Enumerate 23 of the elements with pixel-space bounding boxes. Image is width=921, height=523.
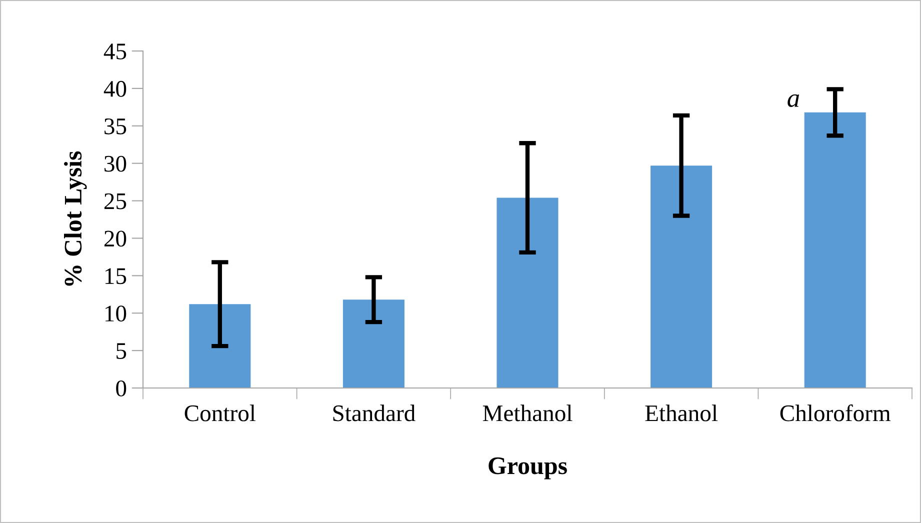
y-tick-label: 15 — [105, 268, 126, 284]
y-tick-label: 30 — [104, 156, 126, 172]
y-tick-label: 40 — [104, 80, 126, 97]
y-tick-label: 35 — [104, 118, 126, 134]
x-axis-title: Groups — [488, 457, 567, 480]
x-tick-label: Control — [184, 404, 256, 422]
bar — [189, 304, 251, 388]
bar — [650, 166, 712, 388]
bar — [342, 300, 404, 388]
x-tick-label: Ethanol — [645, 404, 718, 422]
y-tick-label: 5 — [116, 343, 126, 359]
y-tick-label: 10 — [105, 306, 126, 322]
y-axis-title: % Clot Lysis — [64, 151, 87, 286]
bar — [804, 112, 866, 388]
x-tick-label: Chloroform — [780, 404, 890, 422]
x-tick-label: Standard — [333, 404, 416, 422]
y-tick-label: 45 — [104, 44, 126, 60]
y-tick-label: 0 — [116, 380, 126, 396]
bar — [496, 198, 558, 388]
y-tick-label: 25 — [104, 193, 126, 210]
annotation: a — [788, 94, 800, 108]
x-tick-label: Methanol — [482, 404, 572, 422]
y-tick-label: 20 — [104, 230, 126, 247]
